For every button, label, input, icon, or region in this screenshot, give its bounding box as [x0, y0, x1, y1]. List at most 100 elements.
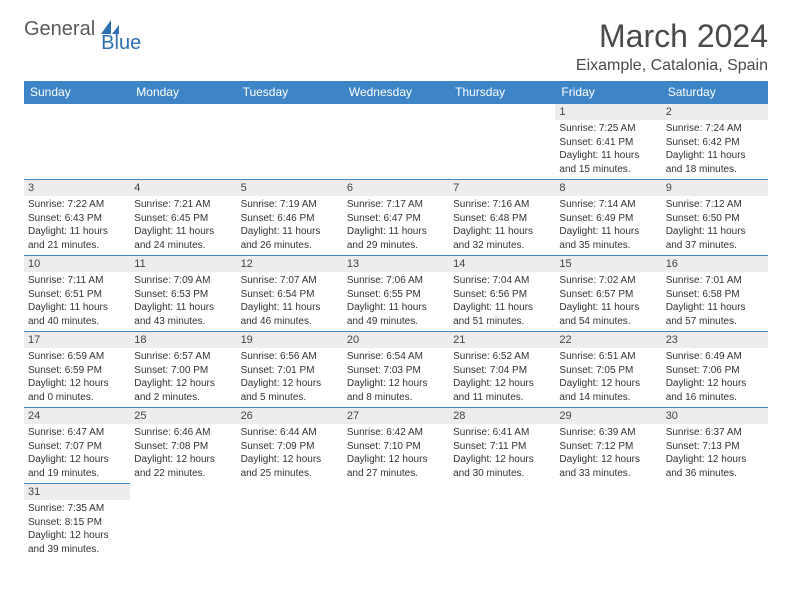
day-number: 3 [24, 180, 130, 196]
sunset-text: Sunset: 6:55 PM [347, 288, 445, 302]
sunrise-text: Sunrise: 7:22 AM [28, 198, 126, 212]
day-number: 13 [343, 256, 449, 272]
daylight-text: Daylight: 12 hours and 22 minutes. [134, 453, 232, 480]
calendar-day-cell: 8Sunrise: 7:14 AMSunset: 6:49 PMDaylight… [555, 180, 661, 256]
sunset-text: Sunset: 7:06 PM [666, 364, 764, 378]
daylight-text: Daylight: 12 hours and 19 minutes. [28, 453, 126, 480]
calendar-day-cell [449, 104, 555, 180]
calendar-day-cell: 17Sunrise: 6:59 AMSunset: 6:59 PMDayligh… [24, 332, 130, 408]
sunrise-text: Sunrise: 6:57 AM [134, 350, 232, 364]
calendar-day-cell: 27Sunrise: 6:42 AMSunset: 7:10 PMDayligh… [343, 408, 449, 484]
sunset-text: Sunset: 7:00 PM [134, 364, 232, 378]
day-details: Sunrise: 7:16 AMSunset: 6:48 PMDaylight:… [449, 196, 555, 254]
sunset-text: Sunset: 6:57 PM [559, 288, 657, 302]
day-number [130, 104, 236, 120]
day-number: 27 [343, 408, 449, 424]
sunrise-text: Sunrise: 7:04 AM [453, 274, 551, 288]
day-number: 23 [662, 332, 768, 348]
sunrise-text: Sunrise: 6:41 AM [453, 426, 551, 440]
calendar-day-cell: 6Sunrise: 7:17 AMSunset: 6:47 PMDaylight… [343, 180, 449, 256]
daylight-text: Daylight: 12 hours and 0 minutes. [28, 377, 126, 404]
sunset-text: Sunset: 6:51 PM [28, 288, 126, 302]
daylight-text: Daylight: 12 hours and 25 minutes. [241, 453, 339, 480]
day-details: Sunrise: 6:46 AMSunset: 7:08 PMDaylight:… [130, 424, 236, 482]
day-number: 14 [449, 256, 555, 272]
sunrise-text: Sunrise: 7:21 AM [134, 198, 232, 212]
sunrise-text: Sunrise: 6:51 AM [559, 350, 657, 364]
sunrise-text: Sunrise: 7:19 AM [241, 198, 339, 212]
calendar-day-cell: 7Sunrise: 7:16 AMSunset: 6:48 PMDaylight… [449, 180, 555, 256]
sunset-text: Sunset: 7:05 PM [559, 364, 657, 378]
sunrise-text: Sunrise: 7:01 AM [666, 274, 764, 288]
day-number: 6 [343, 180, 449, 196]
daylight-text: Daylight: 11 hours and 54 minutes. [559, 301, 657, 328]
calendar-day-cell: 12Sunrise: 7:07 AMSunset: 6:54 PMDayligh… [237, 256, 343, 332]
calendar-day-cell [130, 104, 236, 180]
sunset-text: Sunset: 6:42 PM [666, 136, 764, 150]
sunrise-text: Sunrise: 6:46 AM [134, 426, 232, 440]
sunset-text: Sunset: 6:58 PM [666, 288, 764, 302]
sunrise-text: Sunrise: 6:47 AM [28, 426, 126, 440]
calendar-day-cell [130, 484, 236, 560]
day-number: 20 [343, 332, 449, 348]
daylight-text: Daylight: 12 hours and 2 minutes. [134, 377, 232, 404]
calendar-day-cell: 25Sunrise: 6:46 AMSunset: 7:08 PMDayligh… [130, 408, 236, 484]
calendar-day-cell [24, 104, 130, 180]
calendar-day-cell: 30Sunrise: 6:37 AMSunset: 7:13 PMDayligh… [662, 408, 768, 484]
weekday-header: Friday [555, 81, 661, 104]
day-details: Sunrise: 7:11 AMSunset: 6:51 PMDaylight:… [24, 272, 130, 330]
day-details: Sunrise: 6:52 AMSunset: 7:04 PMDaylight:… [449, 348, 555, 406]
day-details: Sunrise: 6:44 AMSunset: 7:09 PMDaylight:… [237, 424, 343, 482]
daylight-text: Daylight: 12 hours and 16 minutes. [666, 377, 764, 404]
day-details: Sunrise: 6:49 AMSunset: 7:06 PMDaylight:… [662, 348, 768, 406]
calendar-table: Sunday Monday Tuesday Wednesday Thursday… [24, 81, 768, 560]
day-details: Sunrise: 7:09 AMSunset: 6:53 PMDaylight:… [130, 272, 236, 330]
sunset-text: Sunset: 6:56 PM [453, 288, 551, 302]
day-details: Sunrise: 7:19 AMSunset: 6:46 PMDaylight:… [237, 196, 343, 254]
day-details: Sunrise: 7:06 AMSunset: 6:55 PMDaylight:… [343, 272, 449, 330]
day-details: Sunrise: 6:54 AMSunset: 7:03 PMDaylight:… [343, 348, 449, 406]
sunset-text: Sunset: 7:03 PM [347, 364, 445, 378]
daylight-text: Daylight: 11 hours and 21 minutes. [28, 225, 126, 252]
day-number: 7 [449, 180, 555, 196]
calendar-day-cell: 1Sunrise: 7:25 AMSunset: 6:41 PMDaylight… [555, 104, 661, 180]
day-number [449, 104, 555, 120]
calendar-day-cell [343, 104, 449, 180]
day-number [24, 104, 130, 120]
calendar-day-cell [343, 484, 449, 560]
day-number: 10 [24, 256, 130, 272]
weekday-header: Sunday [24, 81, 130, 104]
logo-text-general: General [24, 18, 95, 41]
sunset-text: Sunset: 6:59 PM [28, 364, 126, 378]
sunrise-text: Sunrise: 7:16 AM [453, 198, 551, 212]
weekday-header: Saturday [662, 81, 768, 104]
day-number [555, 484, 661, 500]
calendar-day-cell [237, 104, 343, 180]
day-details: Sunrise: 6:59 AMSunset: 6:59 PMDaylight:… [24, 348, 130, 406]
sunrise-text: Sunrise: 6:56 AM [241, 350, 339, 364]
day-number: 25 [130, 408, 236, 424]
day-number [343, 104, 449, 120]
sunset-text: Sunset: 6:53 PM [134, 288, 232, 302]
daylight-text: Daylight: 12 hours and 14 minutes. [559, 377, 657, 404]
day-details: Sunrise: 6:41 AMSunset: 7:11 PMDaylight:… [449, 424, 555, 482]
daylight-text: Daylight: 12 hours and 11 minutes. [453, 377, 551, 404]
day-number: 21 [449, 332, 555, 348]
day-number: 12 [237, 256, 343, 272]
calendar-day-cell: 20Sunrise: 6:54 AMSunset: 7:03 PMDayligh… [343, 332, 449, 408]
calendar-week-row: 24Sunrise: 6:47 AMSunset: 7:07 PMDayligh… [24, 408, 768, 484]
day-details: Sunrise: 6:57 AMSunset: 7:00 PMDaylight:… [130, 348, 236, 406]
sunrise-text: Sunrise: 7:11 AM [28, 274, 126, 288]
daylight-text: Daylight: 11 hours and 32 minutes. [453, 225, 551, 252]
title-block: March 2024 Eixample, Catalonia, Spain [576, 18, 768, 75]
day-number: 31 [24, 484, 130, 500]
day-details: Sunrise: 6:39 AMSunset: 7:12 PMDaylight:… [555, 424, 661, 482]
sunset-text: Sunset: 6:46 PM [241, 212, 339, 226]
sunset-text: Sunset: 6:47 PM [347, 212, 445, 226]
sunset-text: Sunset: 6:48 PM [453, 212, 551, 226]
calendar-day-cell: 11Sunrise: 7:09 AMSunset: 6:53 PMDayligh… [130, 256, 236, 332]
daylight-text: Daylight: 12 hours and 8 minutes. [347, 377, 445, 404]
day-details: Sunrise: 7:35 AMSunset: 8:15 PMDaylight:… [24, 500, 130, 558]
day-details: Sunrise: 7:04 AMSunset: 6:56 PMDaylight:… [449, 272, 555, 330]
sunset-text: Sunset: 7:12 PM [559, 440, 657, 454]
